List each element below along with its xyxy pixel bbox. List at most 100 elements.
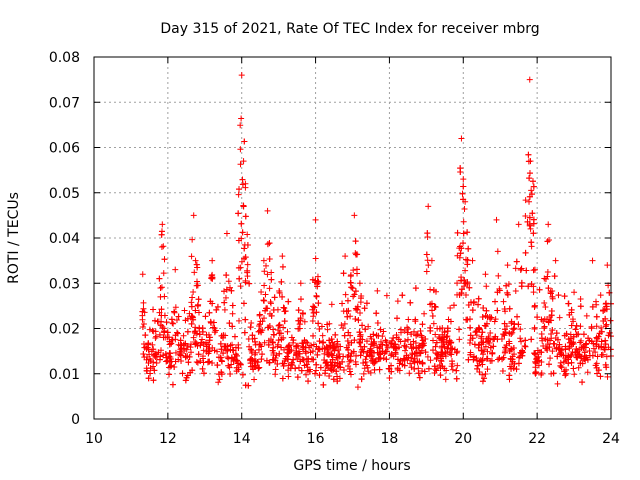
data-point <box>433 355 440 362</box>
data-point <box>313 292 320 299</box>
data-point <box>183 374 190 381</box>
data-point <box>211 347 218 354</box>
data-point <box>228 287 235 294</box>
data-point <box>330 376 337 383</box>
data-point <box>237 360 244 367</box>
data-point <box>473 328 480 335</box>
data-point <box>448 346 455 353</box>
data-point <box>288 334 295 341</box>
data-point <box>356 280 363 287</box>
data-point <box>392 349 399 356</box>
data-point <box>235 210 242 217</box>
data-point <box>163 319 170 326</box>
data-point <box>602 300 609 307</box>
data-point <box>499 368 506 375</box>
data-point <box>188 320 195 327</box>
data-point <box>268 312 275 319</box>
y-axis-title: ROTI / TECUs <box>6 192 22 284</box>
data-point <box>494 336 501 343</box>
data-point <box>474 362 481 369</box>
data-point <box>593 313 600 320</box>
data-point <box>206 334 213 341</box>
data-point <box>321 345 328 352</box>
data-point <box>558 364 565 371</box>
data-point <box>379 341 386 348</box>
data-point <box>356 339 363 346</box>
data-point <box>518 265 525 272</box>
data-point <box>161 328 168 335</box>
data-point <box>550 370 557 377</box>
data-point <box>194 302 201 309</box>
data-point <box>356 329 363 336</box>
data-point <box>352 315 359 322</box>
data-point <box>328 350 335 357</box>
data-point <box>359 336 366 343</box>
data-point <box>598 352 605 359</box>
data-point <box>474 365 481 372</box>
data-point <box>210 319 217 326</box>
data-point <box>158 306 165 313</box>
data-point <box>158 244 165 251</box>
data-point <box>282 355 289 362</box>
data-point <box>533 369 540 376</box>
data-point <box>324 321 331 328</box>
data-point <box>277 330 284 337</box>
data-point <box>346 368 353 375</box>
data-point <box>388 351 395 358</box>
data-point <box>216 376 223 383</box>
data-point <box>360 359 367 366</box>
data-point <box>519 347 526 354</box>
data-point <box>184 328 191 335</box>
data-point <box>397 357 404 364</box>
data-point <box>363 353 370 360</box>
data-point <box>407 341 414 348</box>
data-point <box>410 344 417 351</box>
data-point <box>476 358 483 365</box>
data-point <box>279 293 286 300</box>
data-point <box>542 336 549 343</box>
data-point <box>150 306 157 313</box>
x-tick-label: 22 <box>528 431 546 447</box>
data-point <box>193 330 200 337</box>
data-point <box>522 343 529 350</box>
data-point <box>167 355 174 362</box>
data-point <box>164 334 171 341</box>
data-point <box>303 356 310 363</box>
data-point <box>235 264 242 271</box>
data-point <box>285 373 292 380</box>
data-point <box>238 220 245 227</box>
data-point <box>602 341 609 348</box>
x-axis-title: GPS time / hours <box>293 458 410 474</box>
data-point <box>394 356 401 363</box>
data-point <box>418 334 425 341</box>
data-point <box>528 281 535 288</box>
data-point <box>239 176 246 183</box>
data-point <box>593 364 600 371</box>
data-point <box>508 318 515 325</box>
data-point <box>479 361 486 368</box>
data-point <box>478 341 485 348</box>
data-point <box>319 332 326 339</box>
data-point <box>383 356 390 363</box>
data-point <box>218 346 225 353</box>
data-point <box>492 298 499 305</box>
data-point <box>159 221 166 228</box>
data-point <box>527 225 534 232</box>
data-point <box>408 364 415 371</box>
data-point <box>593 323 600 330</box>
data-point <box>305 378 312 385</box>
data-point <box>368 335 375 342</box>
data-point <box>441 329 448 336</box>
data-point <box>408 355 415 362</box>
data-point <box>348 284 355 291</box>
data-point <box>284 344 291 351</box>
data-point <box>311 304 318 311</box>
data-point <box>176 351 183 358</box>
y-tick-label: 0.05 <box>49 186 80 202</box>
data-point <box>238 72 245 79</box>
data-point <box>560 358 567 365</box>
data-point <box>297 358 304 365</box>
data-point <box>487 315 494 322</box>
data-point <box>515 321 522 328</box>
data-point <box>545 237 552 244</box>
